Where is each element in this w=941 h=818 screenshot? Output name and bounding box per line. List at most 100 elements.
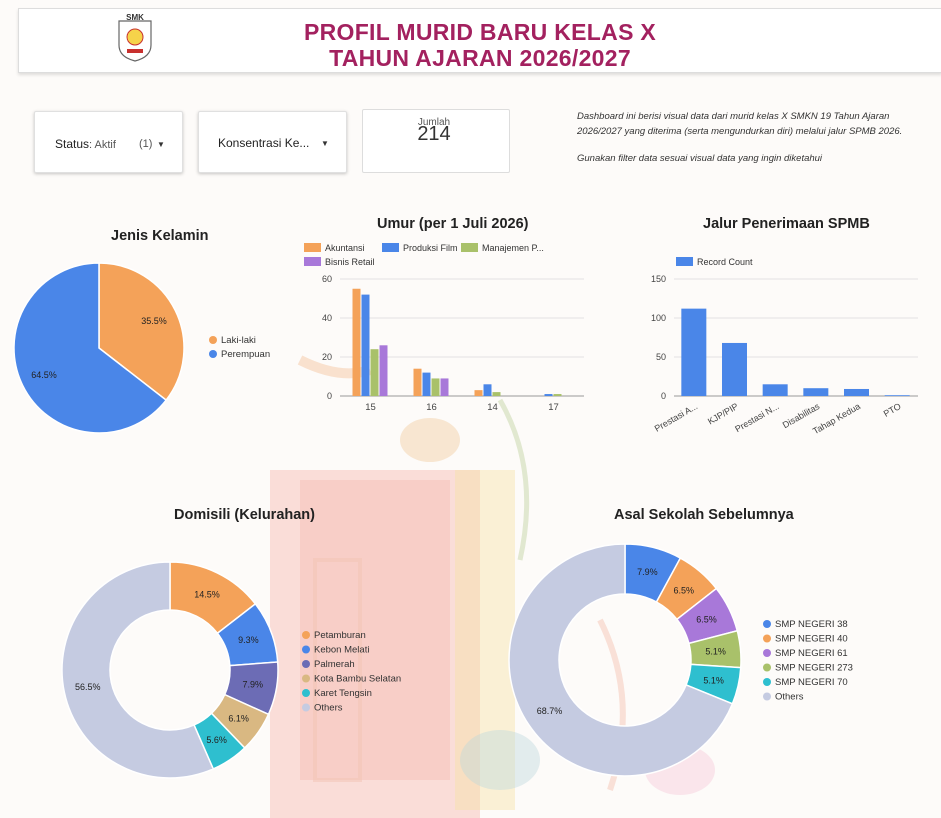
legend-swatch bbox=[304, 257, 321, 266]
x-tick-label: Prestasi A... bbox=[653, 401, 700, 434]
bar-prestasi-n--0 bbox=[762, 384, 788, 396]
legend-label: Kota Bambu Selatan bbox=[314, 674, 401, 685]
jalur-chart-title: Jalur Penerimaan SPMB bbox=[703, 216, 870, 232]
bar-14-0 bbox=[474, 390, 483, 396]
legend-label: Manajemen P... bbox=[482, 243, 544, 253]
y-tick-label: 20 bbox=[322, 352, 332, 362]
domisili-chart-title: Domisili (Kelurahan) bbox=[174, 507, 315, 523]
legend-label: Akuntansi bbox=[325, 243, 365, 253]
legend-swatch bbox=[461, 243, 478, 252]
description-line2: Gunakan filter data sesuai visual data y… bbox=[577, 153, 823, 164]
gender-chart-title: Jenis Kelamin bbox=[111, 228, 209, 244]
bar-17-2 bbox=[553, 394, 562, 396]
legend-swatch bbox=[763, 663, 771, 672]
bar-16-3 bbox=[440, 378, 449, 396]
bar-16-2 bbox=[431, 378, 440, 396]
legend-label: Laki-laki bbox=[221, 335, 256, 346]
pie-value-label: 64.5% bbox=[31, 370, 57, 380]
legend-swatch bbox=[763, 620, 771, 628]
pie-value-label: 7.9% bbox=[242, 680, 263, 690]
pie-value-label: 6.5% bbox=[696, 615, 717, 625]
legend-swatch bbox=[302, 645, 310, 654]
pie-value-label: 6.1% bbox=[228, 713, 249, 723]
pie-value-label: 14.5% bbox=[194, 590, 220, 600]
chevron-down-icon: ▼ bbox=[157, 140, 165, 149]
pie-value-label: 5.1% bbox=[705, 646, 726, 656]
legend-swatch bbox=[304, 243, 321, 252]
age-bar-chart: 0 20 40 60 15 16 14 17 Akuntansi Produksi Film Man… bbox=[304, 243, 584, 413]
scorecard-value: 214 bbox=[417, 123, 451, 145]
legend-label: Perempuan bbox=[221, 349, 270, 360]
legend-label: SMP NEGERI 38 bbox=[775, 619, 848, 630]
bar-14-2 bbox=[492, 392, 501, 396]
x-tick-label: PTO bbox=[882, 401, 903, 419]
legend-swatch bbox=[302, 689, 310, 697]
legend-swatch bbox=[302, 660, 310, 668]
legend-label: SMP NEGERI 40 bbox=[775, 634, 848, 645]
page-title-line1: PROFIL MURID BARU KELAS X bbox=[303, 19, 657, 45]
legend-swatch bbox=[209, 350, 217, 358]
age-chart-title: Umur (per 1 Juli 2026) bbox=[377, 216, 529, 232]
x-tick-label: Prestasi N... bbox=[733, 401, 780, 434]
x-tick-label: 14 bbox=[487, 402, 498, 413]
bar-16-1 bbox=[422, 372, 431, 396]
page-header: SMK PROFIL MURID BARU KELAS X TAHUN AJAR… bbox=[18, 8, 941, 73]
sekolah-chart-title: Asal Sekolah Sebelumnya bbox=[614, 507, 794, 523]
y-tick-label: 50 bbox=[656, 352, 666, 362]
bar-15-1 bbox=[361, 294, 370, 396]
bar-15-2 bbox=[370, 349, 379, 396]
pie-value-label: 68.7% bbox=[537, 706, 563, 716]
gender-pie-chart: 35.5% 64.5% Laki-laki Perempuan bbox=[13, 262, 270, 434]
x-tick-label: 16 bbox=[426, 402, 437, 413]
pie-value-label: 9.3% bbox=[238, 635, 259, 645]
konsentrasi-filter[interactable]: Konsentrasi Ke... ▼ bbox=[198, 111, 347, 173]
pie-slice-laki-laki bbox=[98, 262, 185, 402]
legend-label: Kebon Melati bbox=[314, 645, 369, 656]
legend-swatch bbox=[302, 674, 310, 683]
pie-value-label: 7.9% bbox=[637, 567, 658, 577]
legend-label: Karet Tengsin bbox=[314, 688, 372, 699]
legend-swatch bbox=[209, 336, 217, 344]
legend-label: Bisnis Retail bbox=[325, 257, 375, 267]
y-tick-label: 40 bbox=[322, 313, 332, 323]
legend-label: Others bbox=[775, 692, 804, 703]
konsentrasi-filter-label: Konsentrasi Ke... bbox=[218, 136, 310, 150]
y-tick-label: 100 bbox=[651, 313, 666, 323]
legend-label: Palmerah bbox=[314, 659, 355, 670]
pie-value-label: 56.5% bbox=[75, 682, 101, 692]
x-tick-label: 17 bbox=[548, 402, 559, 413]
legend-label: SMP NEGERI 70 bbox=[775, 677, 848, 688]
status-filter[interactable]: Status: Aktif (1) ▼ bbox=[34, 111, 183, 173]
bar-tahap-kedua-0 bbox=[844, 388, 869, 396]
page-title: PROFIL MURID BARU KELAS X TAHUN AJARAN 2… bbox=[19, 19, 941, 71]
pie-slice-perempuan bbox=[13, 262, 168, 434]
bar-disabilitas-0 bbox=[803, 388, 829, 396]
pie-slice-others bbox=[61, 561, 215, 779]
legend-swatch bbox=[302, 703, 310, 712]
pie-value-label: 5.6% bbox=[206, 735, 227, 745]
status-filter-count: (1) bbox=[139, 138, 153, 150]
bar-15-3 bbox=[379, 345, 388, 396]
bar-kjp-pip-0 bbox=[722, 342, 747, 396]
x-tick-label: KJP/PIP bbox=[706, 401, 740, 426]
pie-value-label: 35.5% bbox=[141, 316, 167, 326]
y-tick-label: 150 bbox=[651, 274, 666, 284]
y-tick-label: 60 bbox=[322, 274, 332, 284]
legend-swatch bbox=[763, 649, 771, 657]
legend-swatch bbox=[302, 631, 310, 639]
pie-value-label: 6.5% bbox=[674, 586, 695, 596]
legend-label: Petamburan bbox=[314, 630, 366, 641]
status-filter-value: : Aktif bbox=[89, 139, 116, 151]
x-tick-label: 15 bbox=[365, 402, 376, 413]
legend-swatch bbox=[763, 692, 771, 701]
bar-14-1 bbox=[483, 384, 492, 396]
status-filter-label: Status bbox=[55, 137, 90, 151]
total-scorecard: Jumlah 214 bbox=[362, 109, 510, 173]
legend-swatch bbox=[382, 243, 399, 252]
legend-swatch bbox=[763, 634, 771, 643]
chevron-down-icon: ▼ bbox=[321, 139, 329, 148]
y-tick-label: 0 bbox=[661, 391, 666, 401]
logo-text: SMK bbox=[126, 13, 144, 22]
bar-15-0 bbox=[352, 288, 361, 396]
